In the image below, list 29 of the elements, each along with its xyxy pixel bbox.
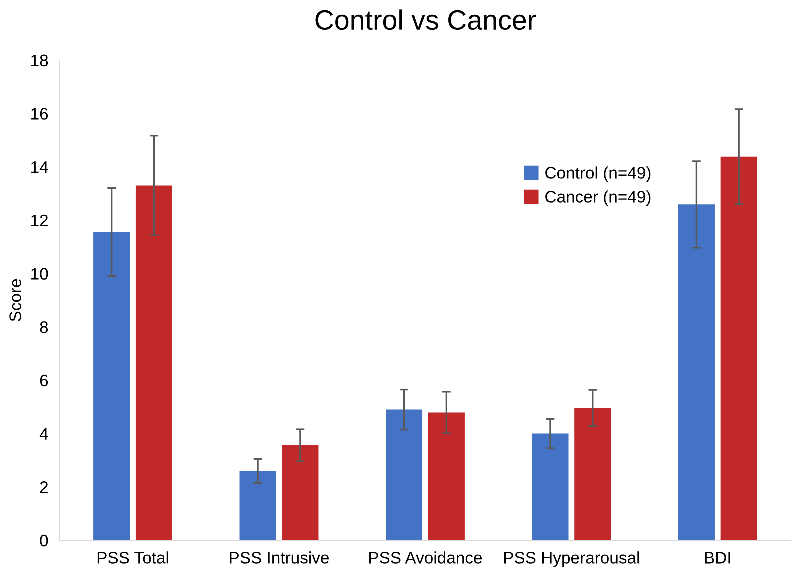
x-tick-label: PSS Hyperarousal: [504, 552, 640, 568]
chart-title: Control vs Cancer: [316, 10, 536, 30]
y-tick-label: 14: [32, 162, 48, 174]
bar: [678, 204, 715, 540]
y-tick-label: 0: [40, 534, 48, 547]
legend-label: Control (n=49): [546, 166, 651, 182]
bar: [282, 446, 319, 540]
y-axis-title: Score: [10, 279, 22, 322]
bar: [94, 232, 130, 540]
bar: [532, 434, 569, 540]
bar: [240, 471, 276, 540]
x-tick-label: PSS Intrusive: [230, 552, 329, 564]
x-tick-label: PSS Avoidance: [370, 552, 482, 564]
x-tick-label: PSS Total: [98, 552, 168, 564]
bar: [386, 410, 423, 540]
legend-label: Cancer (n=49): [546, 190, 651, 206]
bar: [720, 156, 758, 540]
y-tick-label: 4: [40, 428, 48, 440]
y-tick-label: 8: [40, 322, 48, 334]
x-tick-label: BDI: [705, 552, 730, 564]
bar: [136, 186, 173, 540]
bar: [574, 408, 612, 540]
y-tick-label: 6: [40, 374, 48, 387]
y-tick-label: 16: [32, 108, 48, 120]
y-tick-label: 2: [40, 482, 48, 494]
y-tick-label: 12: [32, 214, 48, 226]
y-tick-label: 10: [32, 268, 48, 280]
y-tick-label: 18: [32, 54, 48, 67]
bar: [428, 412, 465, 540]
